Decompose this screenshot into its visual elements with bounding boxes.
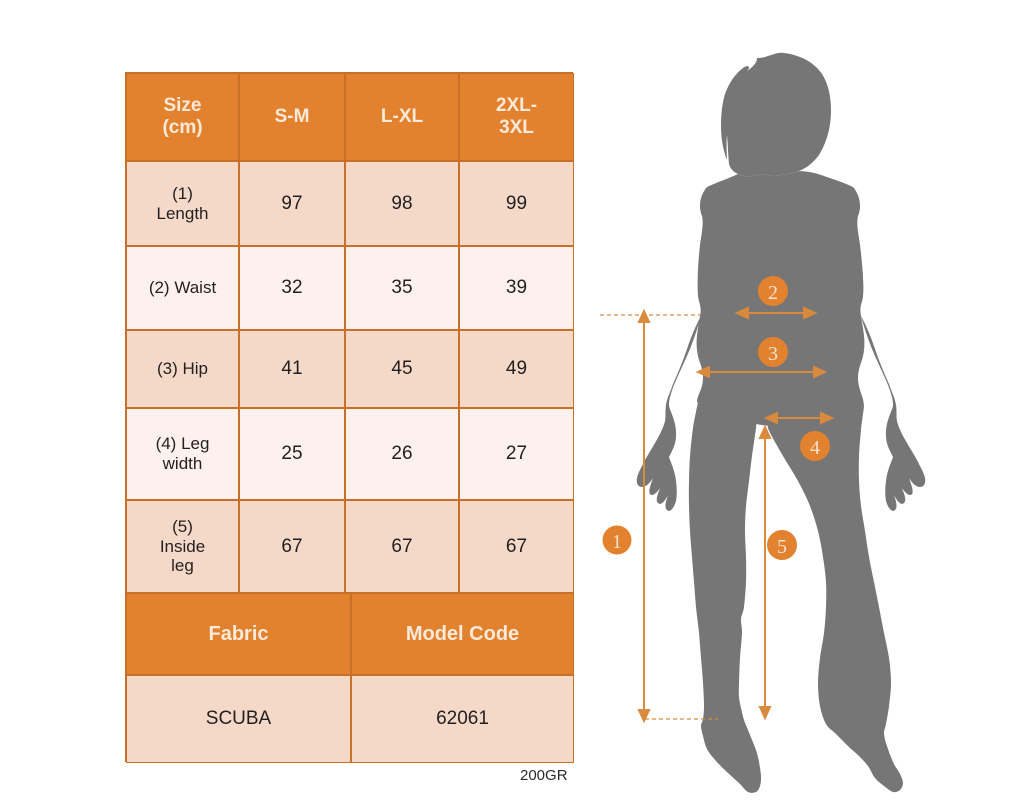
svg-text:2: 2 [768, 282, 778, 304]
svg-text:1: 1 [612, 531, 622, 553]
svg-text:5: 5 [777, 536, 787, 558]
svg-text:3: 3 [768, 343, 778, 365]
svg-text:4: 4 [810, 437, 820, 459]
